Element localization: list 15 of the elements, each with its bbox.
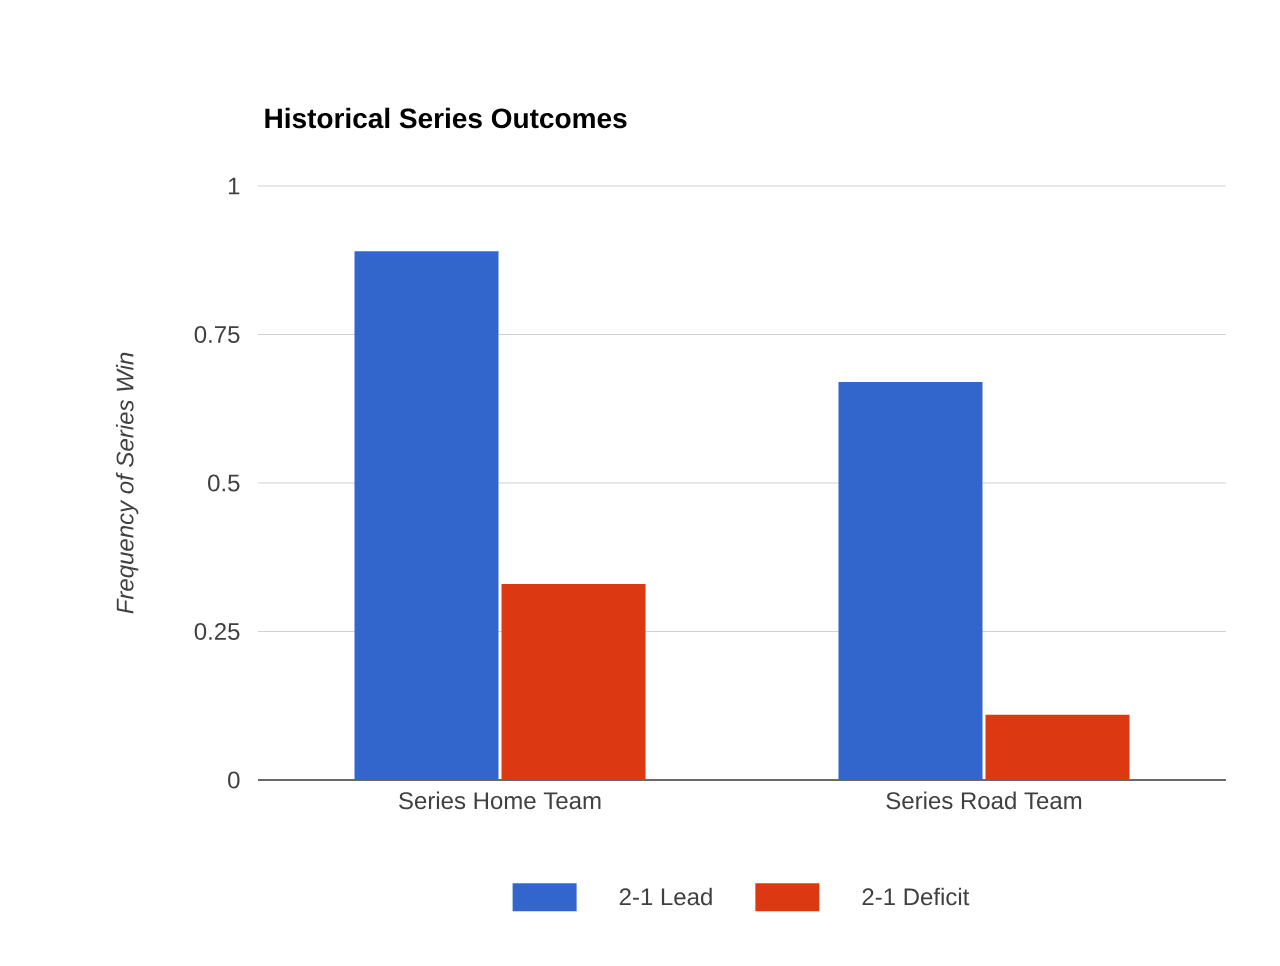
bar	[985, 714, 1130, 780]
bar	[501, 583, 646, 780]
y-axis-title: Frequency of Series Win	[115, 352, 139, 614]
legend-label: 2-1 Lead	[619, 887, 712, 906]
y-tick-label: 0.5	[208, 474, 240, 492]
chart-title: Historical Series Outcomes	[265, 107, 627, 129]
bar	[354, 251, 499, 780]
x-tick-label: Series Home Team	[399, 791, 601, 810]
bar	[838, 382, 983, 780]
y-tick-label: 0.25	[194, 623, 240, 640]
y-tick-label: 0	[228, 771, 240, 789]
x-tick-label: Series Road Team	[886, 791, 1082, 810]
legend-label: 2-1 Deficit	[862, 887, 970, 906]
y-tick-label: 1	[228, 177, 240, 195]
y-tick-label: 0.75	[194, 326, 240, 343]
